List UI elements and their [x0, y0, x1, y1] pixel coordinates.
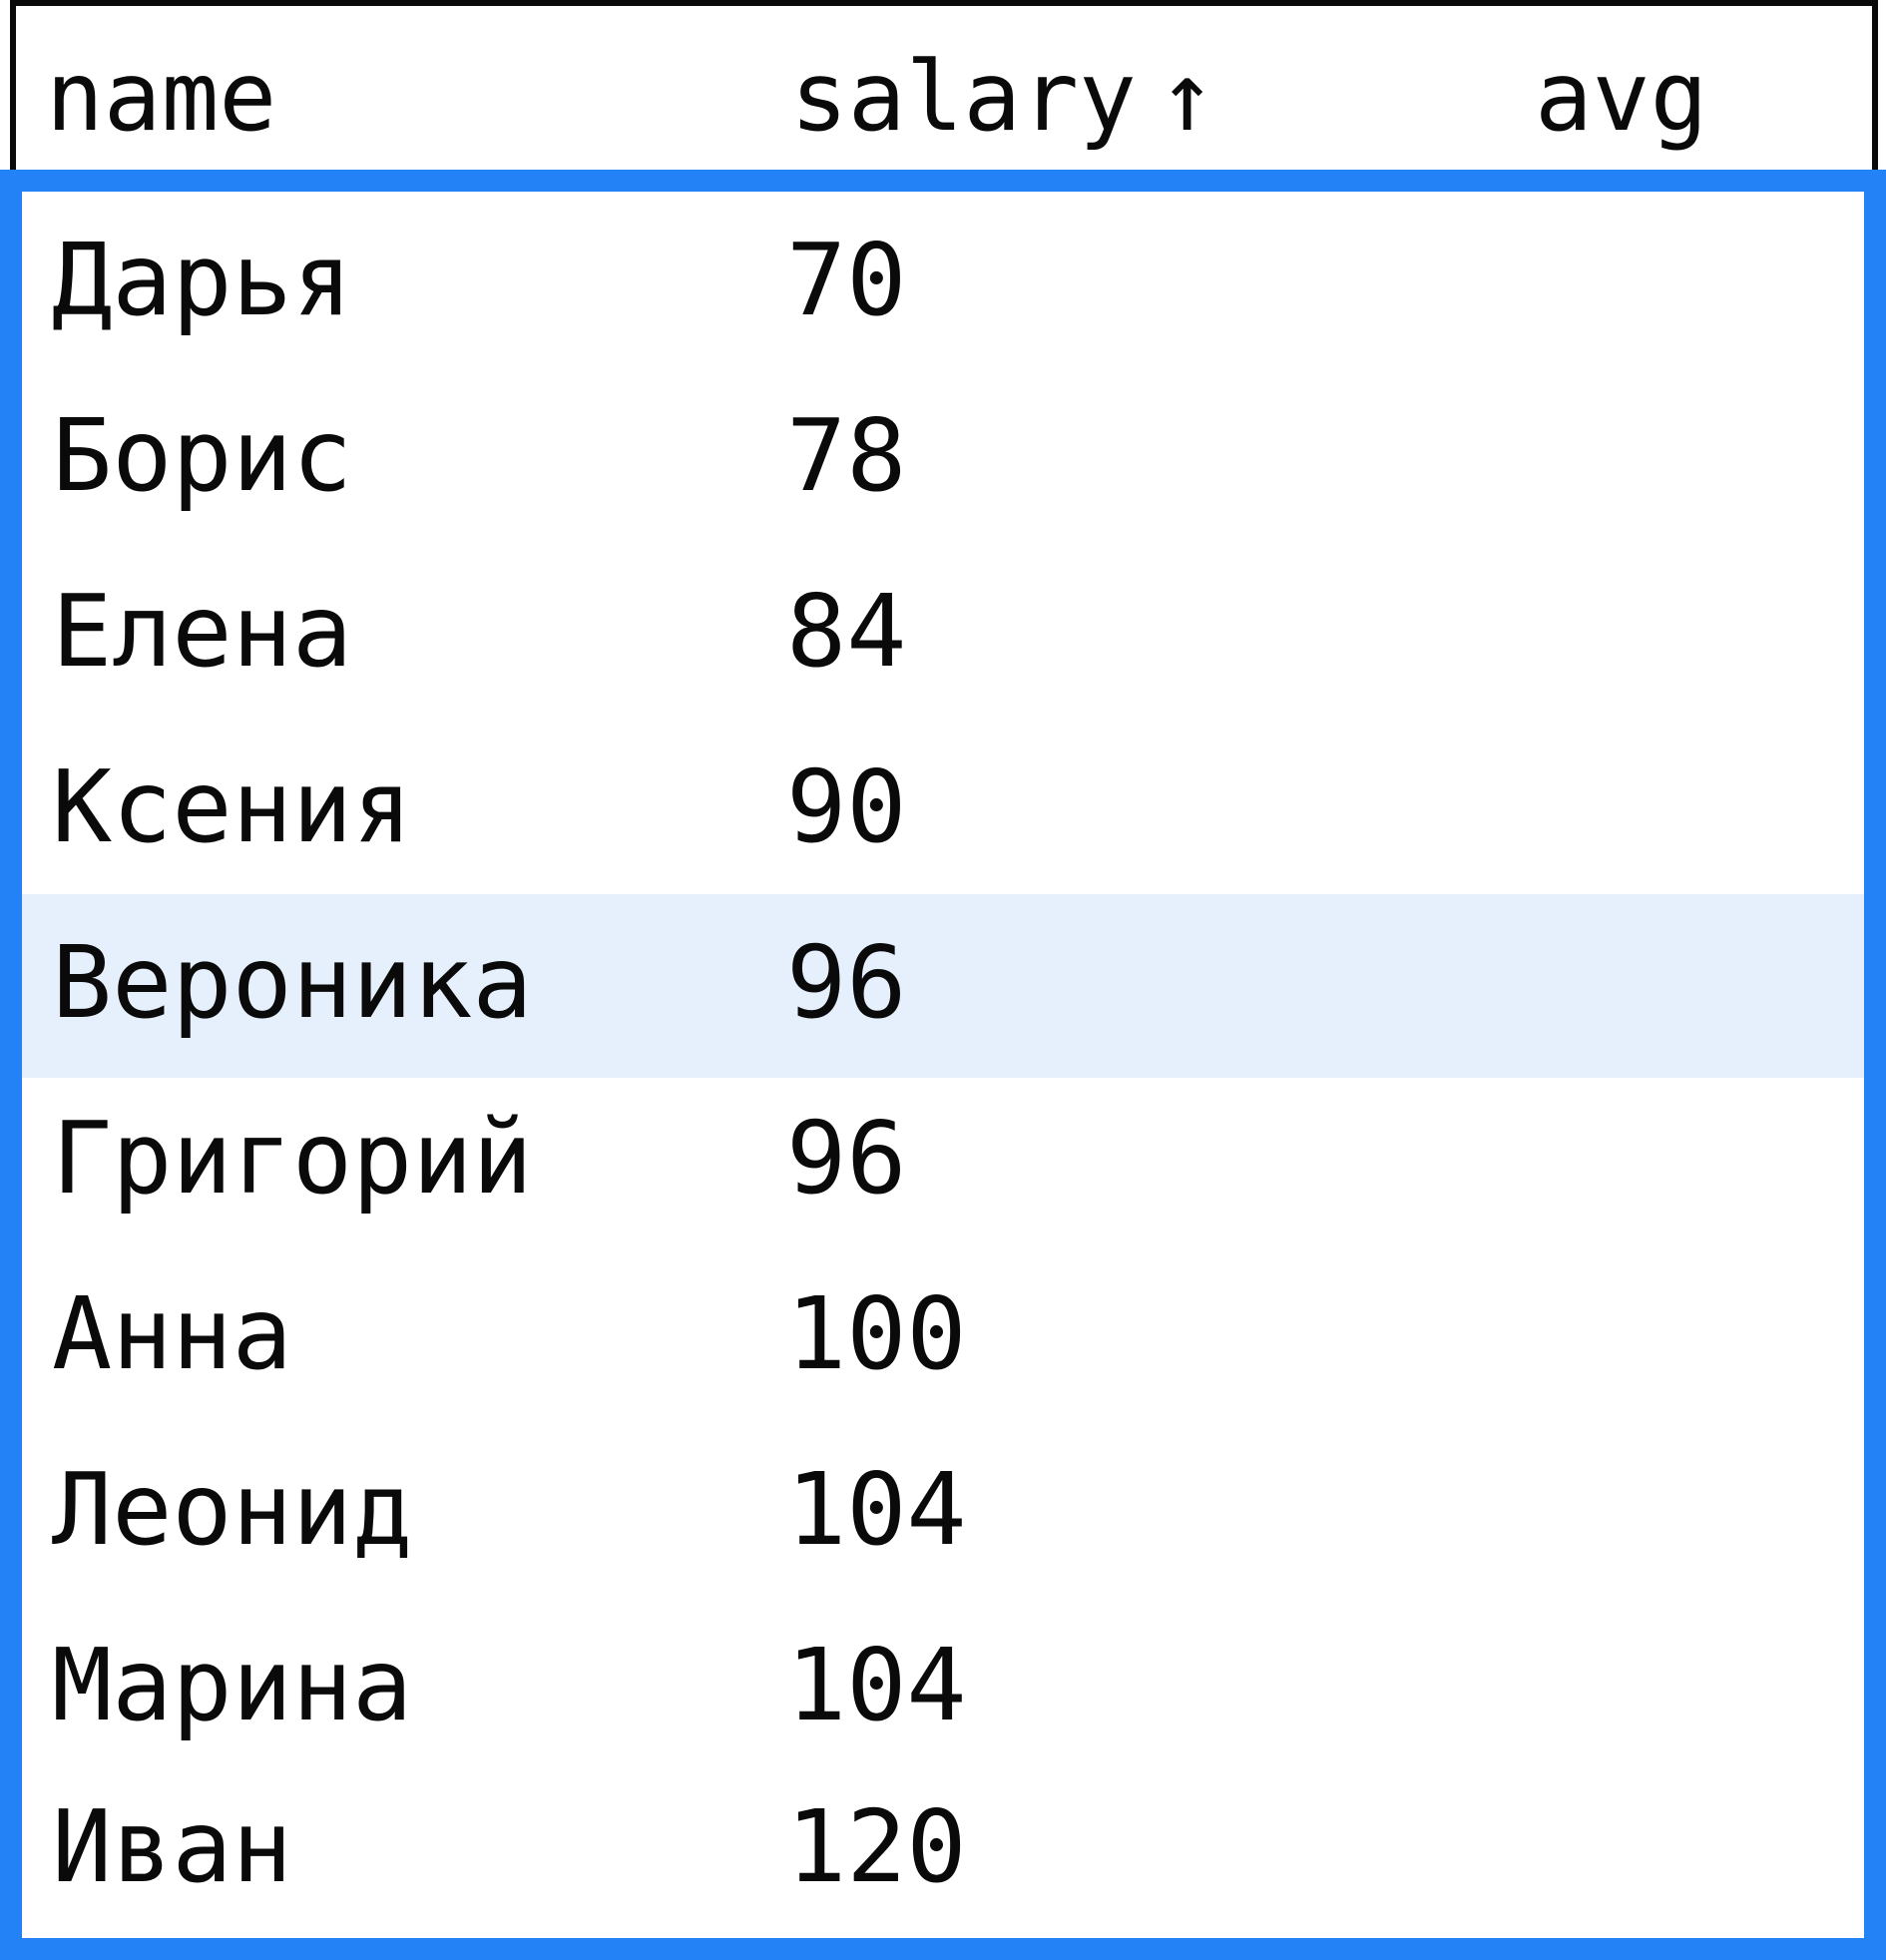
column-header-salary-label: salary [790, 41, 1137, 153]
cell-salary: 96 [786, 1100, 907, 1217]
cell-salary: 104 [786, 1451, 967, 1568]
cell-name: Анна [52, 1275, 292, 1392]
table-row[interactable]: Дарья 70 [22, 192, 1864, 375]
column-header-salary[interactable]: salary ↑ [790, 42, 1216, 152]
cell-salary: 104 [786, 1627, 967, 1743]
cell-name: Вероника [52, 924, 533, 1041]
table-row[interactable]: Анна 100 [22, 1245, 1864, 1429]
cell-name: Елена [52, 573, 353, 690]
table-row[interactable]: Марина 104 [22, 1597, 1864, 1780]
table-row[interactable]: Григорий 96 [22, 1070, 1864, 1253]
table-row[interactable]: Елена 84 [22, 543, 1864, 727]
cell-salary: 90 [786, 748, 907, 865]
cell-salary: 96 [786, 924, 907, 1041]
table-row[interactable]: Борис 78 [22, 367, 1864, 551]
table-header-row: name salary ↑ avg [10, 0, 1878, 190]
sort-ascending-icon: ↑ [1158, 41, 1216, 153]
cell-name: Дарья [52, 222, 353, 338]
table-row[interactable]: Ксения 90 [22, 719, 1864, 902]
cell-name: Леонид [52, 1451, 413, 1568]
cell-name: Ксения [52, 748, 413, 865]
cell-salary: 70 [786, 222, 907, 338]
column-header-name-label: name [46, 41, 277, 153]
cell-name: Борис [52, 397, 353, 514]
cell-name: Марина [52, 1627, 413, 1743]
cell-salary: 78 [786, 397, 907, 514]
column-header-name[interactable]: name [46, 42, 276, 152]
cell-salary: 84 [786, 573, 907, 690]
table-row[interactable]: Леонид 104 [22, 1421, 1864, 1605]
column-header-avg-label: avg [1535, 41, 1708, 153]
cell-name: Иван [52, 1788, 292, 1905]
cell-salary: 100 [786, 1275, 967, 1392]
table-row-selected[interactable]: Вероника 96 [22, 894, 1864, 1078]
table-row[interactable]: Иван 120 [22, 1758, 1864, 1938]
column-header-avg[interactable]: avg [1535, 42, 1707, 152]
cell-salary: 120 [786, 1788, 967, 1905]
cell-name: Григорий [52, 1100, 533, 1217]
table-body-focused[interactable]: Дарья 70 Борис 78 Елена 84 Ксения 90 Вер… [0, 170, 1886, 1960]
